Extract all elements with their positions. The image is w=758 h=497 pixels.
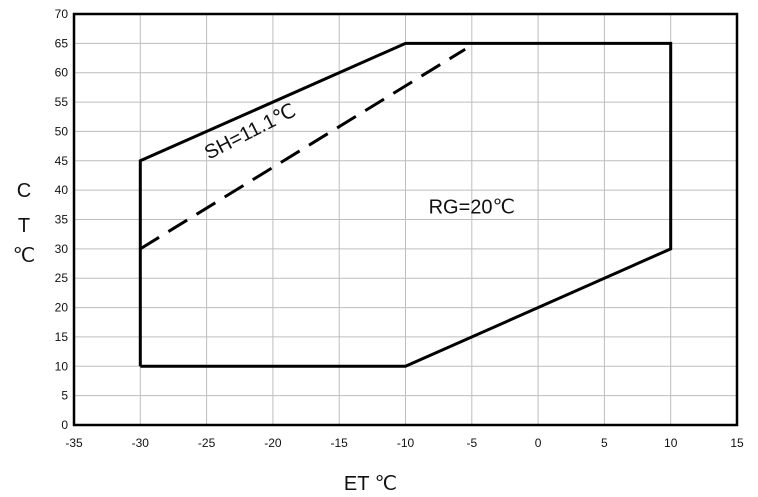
y-tick-label-10: 50 (55, 124, 69, 138)
y-tick-label-11: 55 (55, 95, 69, 109)
x-tick-label-6: -5 (466, 436, 477, 450)
y-tick-label-2: 10 (55, 359, 69, 373)
x-tick-label-5: -10 (397, 436, 415, 450)
x-tick-label-4: -15 (331, 436, 349, 450)
y-tick-label-14: 70 (55, 7, 69, 21)
y-tick-label-9: 45 (55, 154, 69, 168)
chart-annotations: SH=11.1℃ RG=20℃ (201, 100, 515, 219)
chart-grid (73, 13, 738, 426)
y-tick-label-6: 30 (55, 242, 69, 256)
x-tick-labels: -35 -30 -25 -20 -15 -10 -5 0 5 10 15 (65, 436, 744, 450)
x-tick-label-8: 5 (601, 436, 608, 450)
y-tick-label-8: 40 (55, 183, 69, 197)
y-tick-label-1: 5 (61, 389, 68, 403)
chart-series (138, 41, 673, 368)
x-axis-label: ET ℃ (344, 473, 397, 495)
y-label-char-0: C (17, 180, 31, 202)
y-tick-label-5: 25 (55, 271, 69, 285)
y-label-char-1: T (18, 215, 30, 237)
y-tick-label-0: 0 (61, 418, 68, 432)
x-tick-label-3: -20 (264, 436, 282, 450)
annotation-1: RG=20℃ (429, 197, 515, 219)
y-tick-label-13: 65 (55, 36, 69, 50)
x-tick-label-1: -30 (132, 436, 150, 450)
plot-frame (72, 12, 739, 427)
y-tick-label-7: 35 (55, 213, 69, 227)
y-tick-labels: 0 5 10 15 20 25 30 35 40 45 50 55 60 65 70 (55, 7, 69, 432)
y-tick-label-3: 15 (55, 330, 69, 344)
series-line-1 (139, 47, 466, 251)
y-tick-label-12: 60 (55, 66, 69, 80)
series-line-0 (138, 41, 673, 368)
y-axis-label: CT ℃ (13, 180, 35, 267)
x-tick-label-9: 10 (664, 436, 678, 450)
y-tick-label-4: 20 (55, 301, 69, 315)
y-label-char-2: ℃ (13, 245, 35, 267)
annotation-0: SH=11.1℃ (201, 100, 300, 165)
x-tick-label-0: -35 (65, 436, 83, 450)
x-tick-label-7: 0 (535, 436, 542, 450)
x-tick-label-2: -25 (198, 436, 216, 450)
x-tick-label-10: 15 (730, 436, 744, 450)
